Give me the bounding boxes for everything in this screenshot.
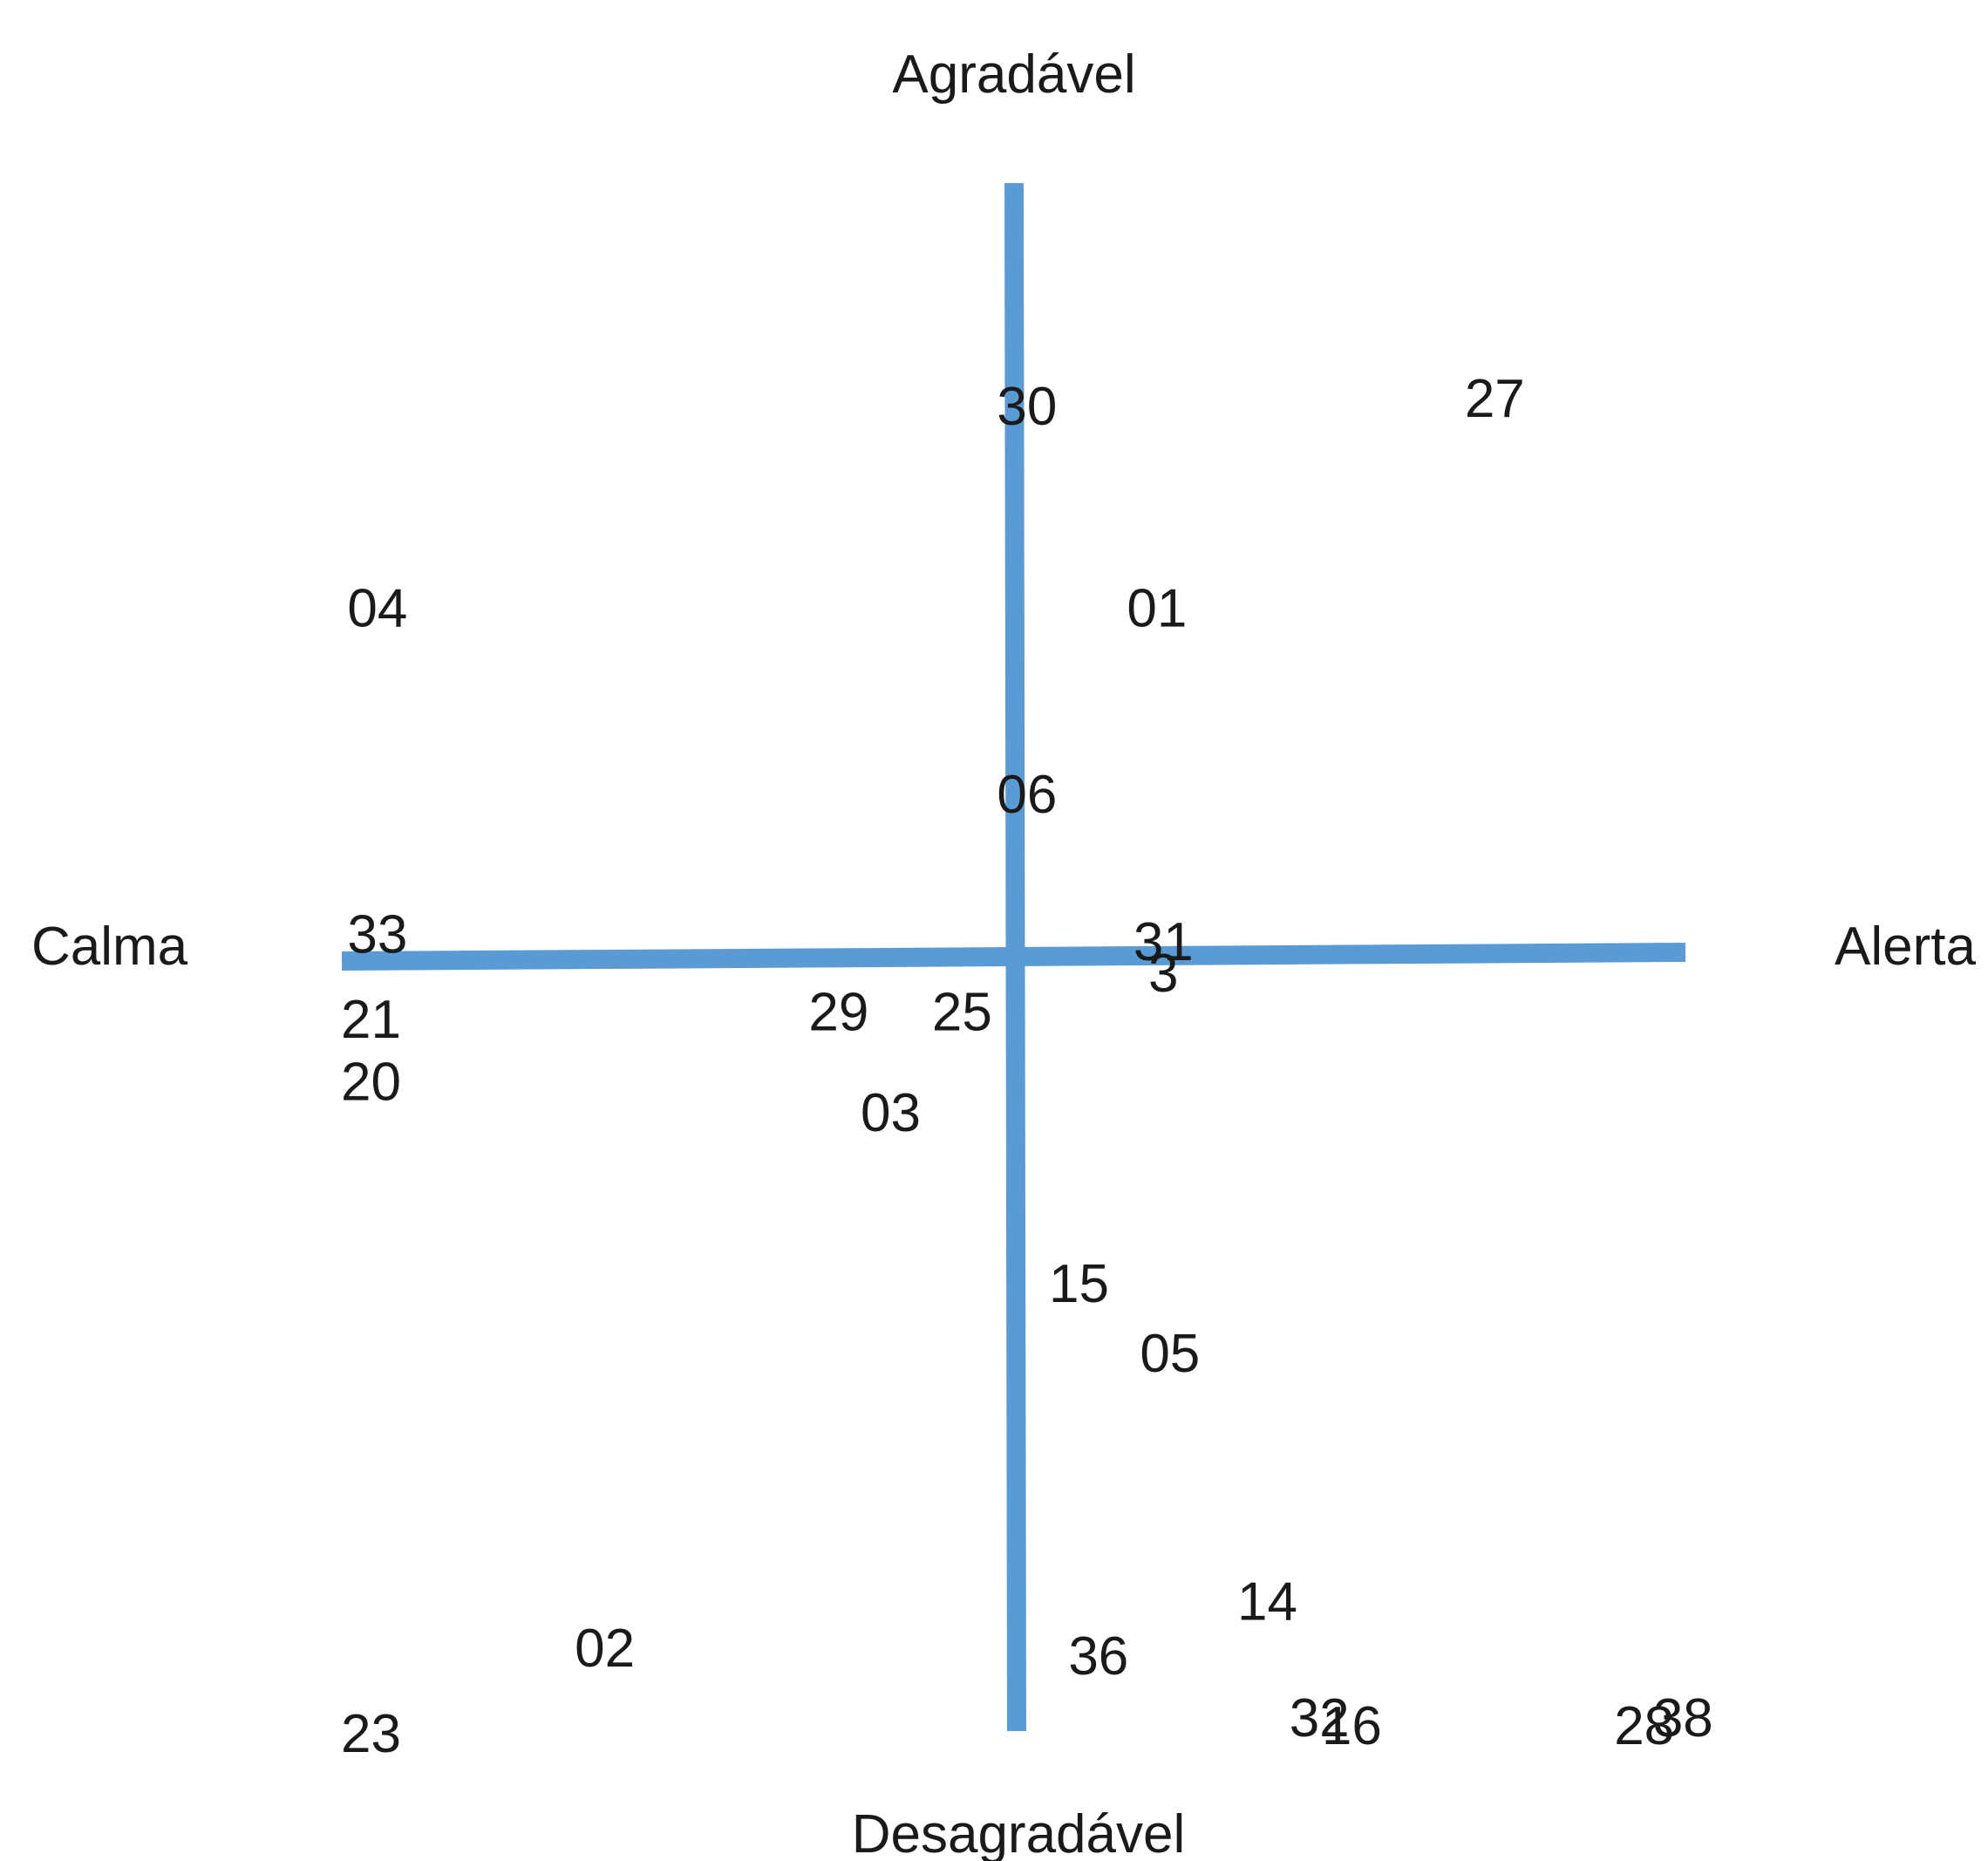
horizontal-axis-line <box>341 943 1686 971</box>
axis-label-right: Alerta <box>1835 917 1976 977</box>
point-label-38: 38 <box>1653 1688 1713 1749</box>
point-label-16: 16 <box>1322 1696 1382 1756</box>
point-label-25: 25 <box>932 982 992 1042</box>
point-label-02: 02 <box>575 1619 635 1679</box>
point-label-15: 15 <box>1049 1254 1109 1314</box>
axis-label-top: Agradável <box>892 44 1135 105</box>
point-label-32: 32 <box>1290 1688 1350 1749</box>
point-label-33: 33 <box>347 904 407 965</box>
axis-label-left: Calma <box>31 917 188 977</box>
point-label-04: 04 <box>347 579 407 639</box>
point-label-36: 36 <box>1068 1626 1128 1687</box>
point-label-03: 03 <box>861 1083 921 1143</box>
point-label-27: 27 <box>1465 369 1525 429</box>
point-label-3: 3 <box>1148 944 1178 1004</box>
point-label-14: 14 <box>1237 1572 1297 1633</box>
point-label-05: 05 <box>1140 1324 1200 1384</box>
point-label-30: 30 <box>997 377 1057 437</box>
point-label-31: 31 <box>1134 912 1194 972</box>
point-label-06: 06 <box>997 765 1057 825</box>
point-label-21: 21 <box>341 990 401 1050</box>
point-label-28: 28 <box>1614 1696 1674 1756</box>
point-label-23: 23 <box>341 1704 401 1764</box>
point-label-29: 29 <box>808 982 868 1042</box>
axis-label-bottom: Desagradável <box>852 1804 1186 1861</box>
point-label-20: 20 <box>341 1052 401 1112</box>
point-label-01: 01 <box>1127 579 1187 639</box>
